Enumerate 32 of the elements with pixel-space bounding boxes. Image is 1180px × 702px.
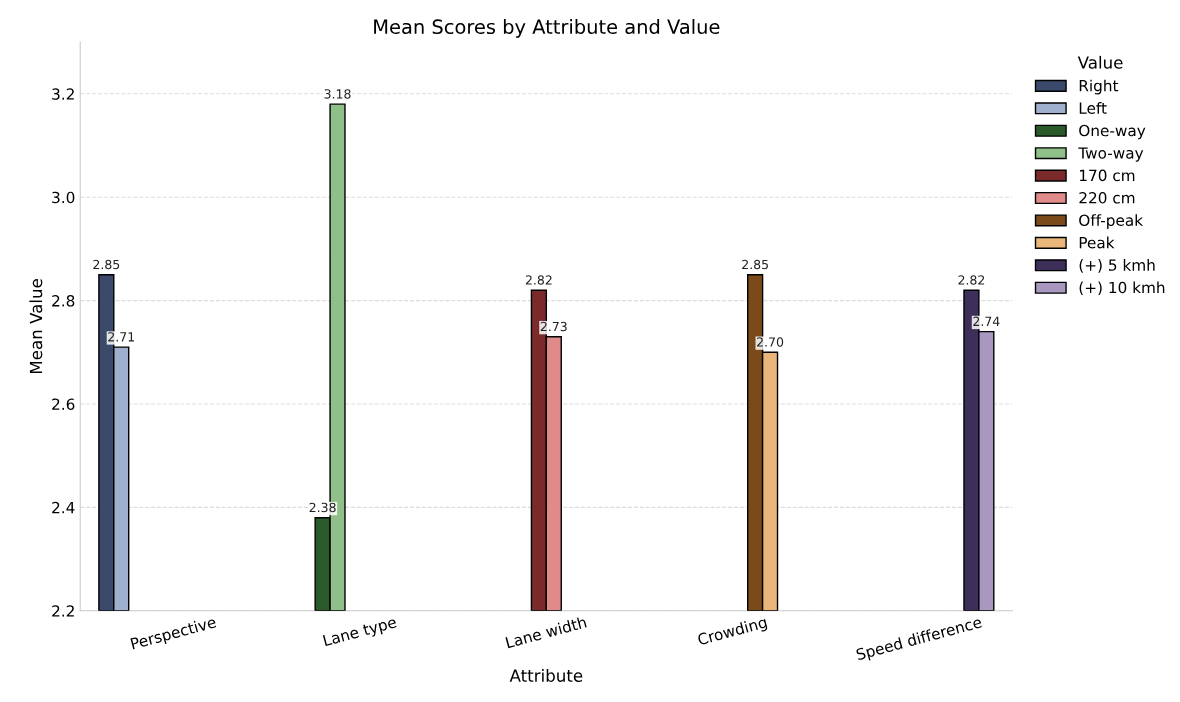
legend-label: Left xyxy=(1079,102,1107,114)
legend-label: Two-way xyxy=(1078,147,1144,162)
y-tick-label: 2.6 xyxy=(52,398,75,410)
legend-label: 170 cm xyxy=(1079,169,1135,182)
y-tick-label: 2.8 xyxy=(52,295,75,307)
chart-title: Mean Scores by Attribute and Value xyxy=(374,19,720,38)
legend-label: (+) 5 kmh xyxy=(1079,259,1155,273)
data-label: 2.85 xyxy=(742,259,768,270)
data-label: 2.70 xyxy=(757,337,784,347)
y-tick-label: 2.2 xyxy=(52,605,74,617)
x-tick-label: Lane width xyxy=(505,615,587,649)
legend-label: Right xyxy=(1079,79,1119,95)
data-label: 2.38 xyxy=(309,502,336,513)
legend-label: One-way xyxy=(1079,124,1146,140)
x-axis-title: Attribute xyxy=(509,669,583,682)
legend-label: 220 cm xyxy=(1079,192,1135,204)
data-label: 2.71 xyxy=(108,332,135,342)
data-label: 2.73 xyxy=(540,321,567,332)
data-label: 2.85 xyxy=(93,259,120,270)
data-label: 3.18 xyxy=(324,89,351,99)
legend-label: Off-peak xyxy=(1079,214,1144,229)
data-label: 2.82 xyxy=(958,275,985,285)
y-tick-label: 3.2 xyxy=(52,88,74,100)
legend-label: Peak xyxy=(1079,236,1115,249)
y-tick-label: 2.4 xyxy=(52,501,75,514)
y-axis-title: Mean Value xyxy=(29,279,43,374)
y-tick-label: 3.0 xyxy=(52,191,75,204)
data-label: 2.74 xyxy=(973,316,1000,326)
data-label: 2.82 xyxy=(525,275,552,285)
legend-title: Value xyxy=(1077,55,1123,69)
legend-label: (+) 10 kmh xyxy=(1079,281,1165,296)
x-tick-label: Lane type xyxy=(322,616,398,650)
